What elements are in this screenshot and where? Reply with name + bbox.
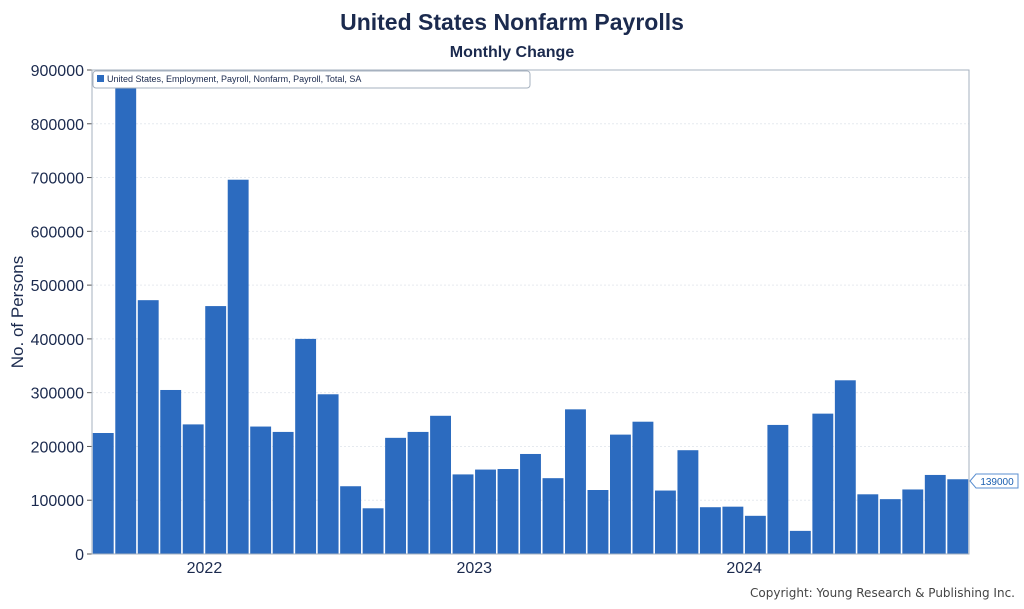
bar: [902, 489, 924, 554]
bar: [879, 499, 901, 554]
y-tick-label: 400000: [31, 332, 84, 349]
y-axis-ticks: 0 100000 200000 300000 400000 500000 600000 700…: [31, 63, 92, 564]
plot-frame: [91, 69, 970, 555]
bar: [452, 474, 474, 554]
bar: [857, 494, 879, 554]
bar: [227, 179, 249, 554]
bar: [722, 506, 744, 554]
last-value-callout: 139000: [969, 473, 1019, 489]
y-tick-label: 700000: [31, 171, 84, 188]
chart-title: United States Nonfarm Payrolls: [340, 9, 684, 35]
bar: [947, 479, 969, 554]
bar: [317, 394, 339, 554]
legend-label: United States, Employment, Payroll, Nonf…: [107, 74, 361, 84]
bar: [812, 413, 834, 554]
bar: [497, 469, 519, 554]
bar: [295, 338, 317, 554]
legend: United States, Employment, Payroll, Nonf…: [92, 70, 531, 89]
copyright-text: Copyright: Young Research & Publishing I…: [750, 586, 1015, 600]
bar: [654, 490, 676, 554]
bar: [137, 300, 159, 554]
x-axis-ticks: 2022 2023 2024: [187, 560, 762, 577]
bar: [475, 469, 496, 554]
y-tick-label: 800000: [31, 117, 84, 134]
y-tick-label: 0: [75, 547, 84, 564]
bar: [789, 530, 811, 554]
y-tick-label: 500000: [31, 278, 84, 295]
bar: [340, 486, 362, 554]
legend-box: [92, 70, 531, 89]
bar: [699, 507, 721, 554]
y-tick-label: 100000: [31, 493, 84, 510]
bar: [182, 424, 204, 554]
bar: [767, 424, 789, 554]
y-axis-label: No. of Persons: [8, 256, 27, 368]
x-tick-label: 2024: [726, 560, 762, 577]
bar: [924, 474, 946, 554]
bar: [250, 426, 272, 554]
bar: [115, 86, 137, 554]
bar: [272, 431, 294, 554]
x-tick-label: 2023: [456, 560, 492, 577]
last-value-box: [969, 473, 1019, 489]
x-tick-label: 2022: [187, 560, 223, 577]
y-tick-label: 200000: [31, 439, 84, 456]
bar: [744, 515, 766, 554]
chart-subtitle: Monthly Change: [450, 44, 575, 61]
bar: [407, 431, 429, 554]
bar: [362, 508, 384, 554]
bar: [160, 389, 182, 554]
y-tick-label: 600000: [31, 224, 84, 241]
last-value-label: 139000: [980, 477, 1014, 488]
bar: [385, 437, 407, 554]
bar: [587, 490, 609, 554]
bar: [205, 306, 227, 554]
bar: [430, 415, 451, 554]
y-tick-label: 300000: [31, 386, 84, 403]
bar: [542, 478, 564, 554]
bars: [92, 86, 969, 554]
y-tick-label: 900000: [31, 63, 84, 80]
bar: [610, 434, 631, 554]
bar: [520, 453, 541, 554]
bar: [834, 380, 856, 554]
bar: [92, 433, 114, 554]
bar: [677, 450, 699, 554]
bar: [632, 421, 654, 554]
legend-swatch: [97, 75, 104, 82]
bar: [565, 409, 586, 554]
